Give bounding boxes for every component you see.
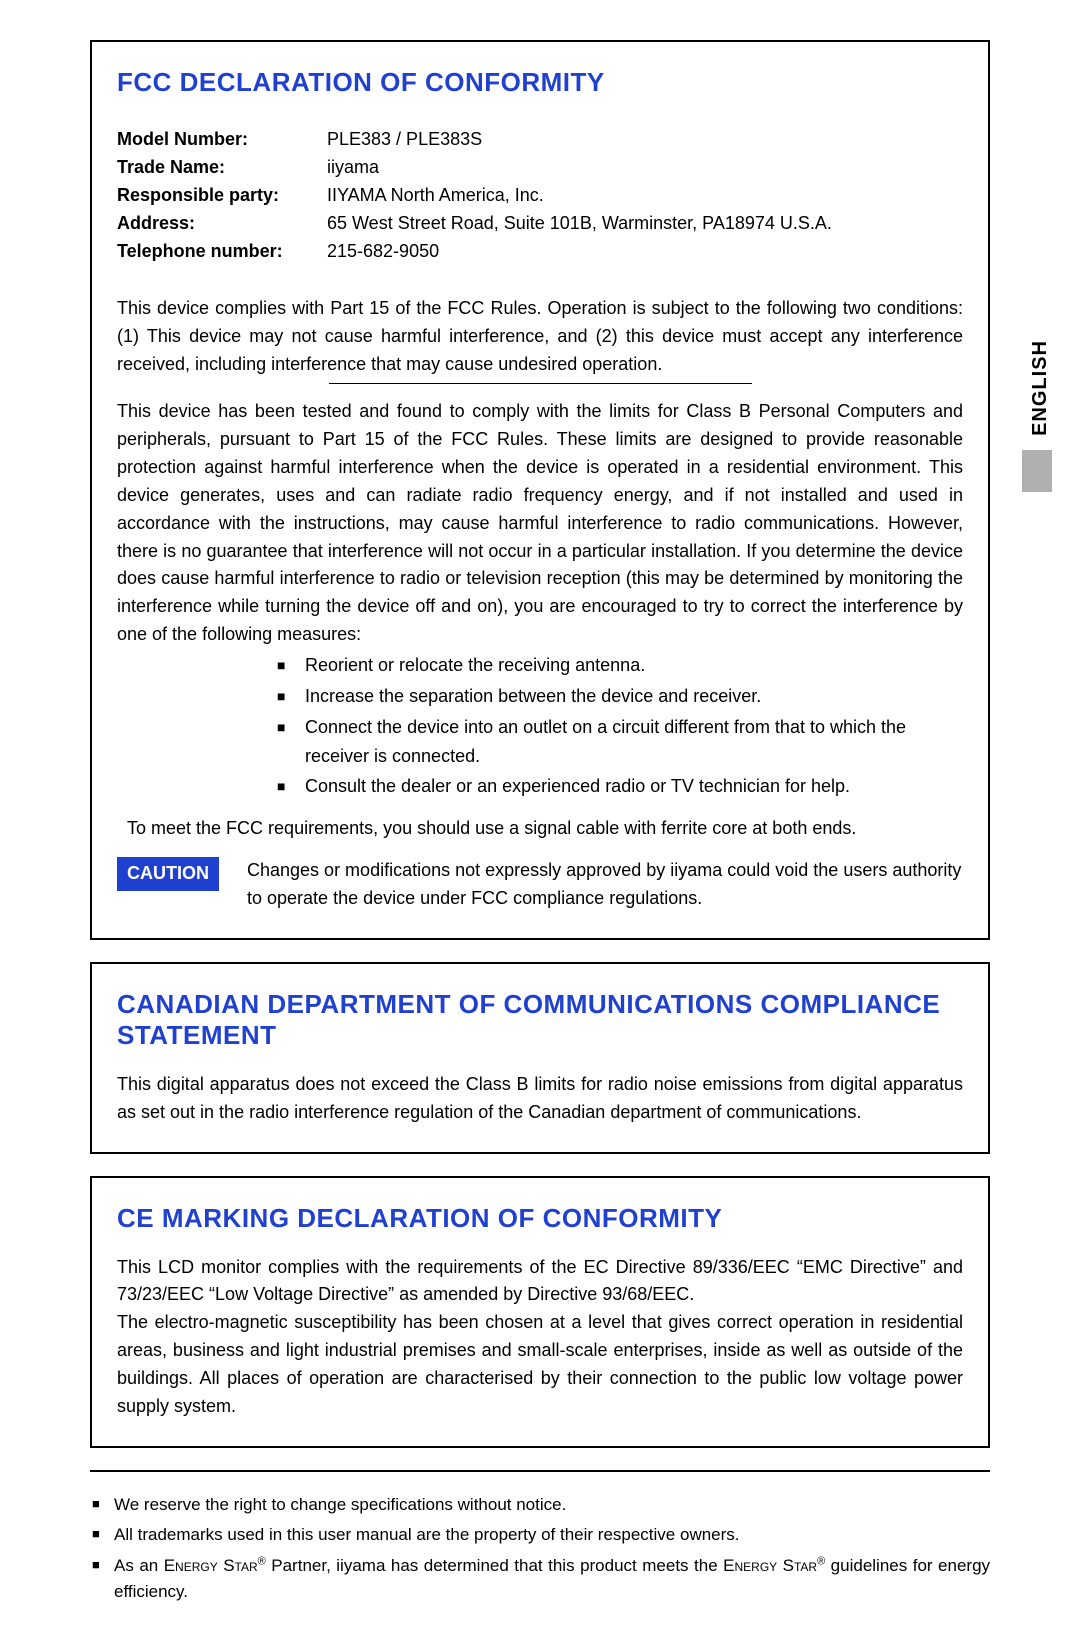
value-model: PLE383 / PLE383S	[327, 126, 482, 154]
info-row-party: Responsible party: IIYAMA North America,…	[117, 182, 963, 210]
footer-item-2: All trademarks used in this user manual …	[92, 1522, 990, 1548]
info-row-phone: Telephone number: 215-682-9050	[117, 238, 963, 266]
ce-title: CE MARKING DECLARATION OF CONFORMITY	[117, 1203, 963, 1234]
ce-para-2: The electro-magnetic susceptibility has …	[117, 1309, 963, 1421]
es-mid: Partner, iiyama has determined that this…	[266, 1556, 723, 1575]
fcc-divider	[329, 383, 752, 384]
info-row-model: Model Number: PLE383 / PLE383S	[117, 126, 963, 154]
es-reg-1: ®	[258, 1555, 266, 1567]
canadian-para: This digital apparatus does not exceed t…	[117, 1071, 963, 1127]
es-brand-1: Energy Star	[164, 1556, 258, 1575]
es-brand-2: Energy Star	[723, 1556, 817, 1575]
footer-item-1: We reserve the right to change specifica…	[92, 1492, 990, 1518]
label-party: Responsible party:	[117, 182, 327, 210]
es-reg-2: ®	[817, 1555, 825, 1567]
language-tab-bar	[1022, 450, 1052, 492]
caution-badge: CAUTION	[117, 857, 219, 891]
fcc-bullet-3: Connect the device into an outlet on a c…	[277, 713, 963, 771]
ce-para-1: This LCD monitor complies with the requi…	[117, 1254, 963, 1310]
footer-divider	[90, 1470, 990, 1472]
ce-section: CE MARKING DECLARATION OF CONFORMITY Thi…	[90, 1176, 990, 1448]
info-row-trade: Trade Name: iiyama	[117, 154, 963, 182]
canadian-section: CANADIAN DEPARTMENT OF COMMUNICATIONS CO…	[90, 962, 990, 1154]
fcc-para-1: This device complies with Part 15 of the…	[117, 295, 963, 379]
fcc-bullet-4: Consult the dealer or an experienced rad…	[277, 772, 963, 801]
fcc-info-table: Model Number: PLE383 / PLE383S Trade Nam…	[117, 126, 963, 265]
fcc-para-2: This device has been tested and found to…	[117, 398, 963, 649]
value-party: IIYAMA North America, Inc.	[327, 182, 544, 210]
es-prefix: As an	[114, 1556, 164, 1575]
canadian-title: CANADIAN DEPARTMENT OF COMMUNICATIONS CO…	[117, 989, 963, 1051]
fcc-bullet-2: Increase the separation between the devi…	[277, 682, 963, 711]
fcc-para-3: To meet the FCC requirements, you should…	[127, 815, 963, 843]
caution-row: CAUTION Changes or modifications not exp…	[117, 857, 963, 913]
value-trade: iiyama	[327, 154, 379, 182]
footer-list: We reserve the right to change specifica…	[90, 1492, 990, 1605]
label-address: Address:	[117, 210, 327, 238]
value-address: 65 West Street Road, Suite 101B, Warmins…	[327, 210, 832, 238]
label-phone: Telephone number:	[117, 238, 327, 266]
label-trade: Trade Name:	[117, 154, 327, 182]
footer-item-energy-star: As an Energy Star® Partner, iiyama has d…	[92, 1553, 990, 1606]
language-tab: ENGLISH	[1029, 340, 1052, 436]
fcc-title: FCC DECLARATION OF CONFORMITY	[117, 67, 963, 98]
label-model: Model Number:	[117, 126, 327, 154]
info-row-address: Address: 65 West Street Road, Suite 101B…	[117, 210, 963, 238]
value-phone: 215-682-9050	[327, 238, 439, 266]
fcc-bullet-list: Reorient or relocate the receiving anten…	[117, 651, 963, 801]
document-page: ENGLISH FCC DECLARATION OF CONFORMITY Mo…	[0, 0, 1080, 1649]
caution-text: Changes or modifications not expressly a…	[247, 857, 963, 913]
fcc-section: FCC DECLARATION OF CONFORMITY Model Numb…	[90, 40, 990, 940]
fcc-bullet-1: Reorient or relocate the receiving anten…	[277, 651, 963, 680]
